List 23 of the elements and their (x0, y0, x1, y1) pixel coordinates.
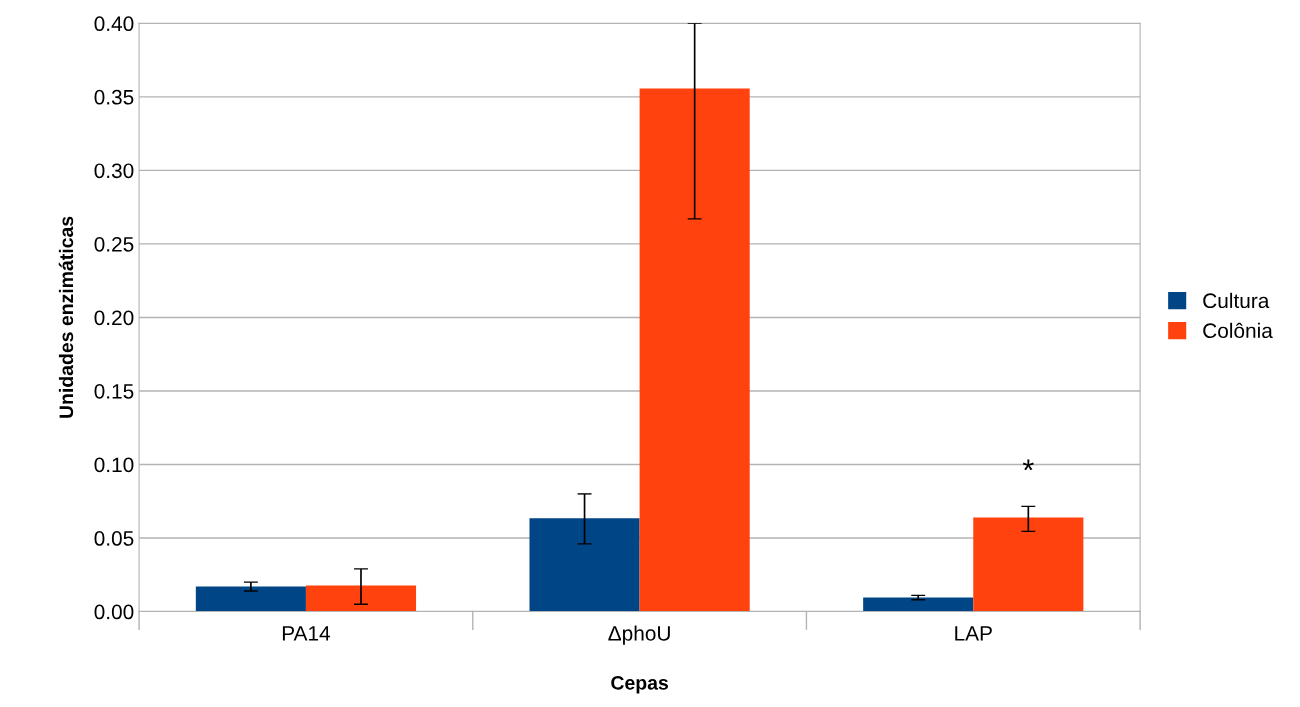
y-tick-label: 0.25 (94, 236, 134, 252)
bar (863, 597, 974, 612)
bar (305, 585, 417, 612)
y-tick-label: 0.10 (94, 457, 134, 473)
y-tick-label: 0.15 (94, 383, 134, 399)
bar (639, 88, 750, 612)
y-tick-label: 0.40 (94, 16, 134, 32)
y-axis-title: Unidades enzimáticas (58, 216, 74, 418)
legend-label: Colônia (1203, 322, 1273, 339)
y-tick-label: 0.30 (94, 163, 134, 179)
legend-label: Cultura (1203, 292, 1270, 309)
bar (529, 518, 640, 612)
bar (973, 517, 1084, 612)
y-tick-label: 0.05 (94, 531, 134, 546)
annotation: * (1022, 459, 1034, 471)
y-tick-label: 0.20 (94, 310, 134, 326)
x-tick-label: LAP (955, 626, 992, 641)
x-tick-label: PA14 (282, 626, 331, 641)
y-tick-label: 0.35 (94, 89, 134, 105)
x-tick-label: ΔphoU (608, 625, 670, 645)
y-tick-label: 0.00 (94, 604, 134, 620)
bar (195, 586, 306, 612)
x-axis-title: Cepas (611, 675, 668, 694)
